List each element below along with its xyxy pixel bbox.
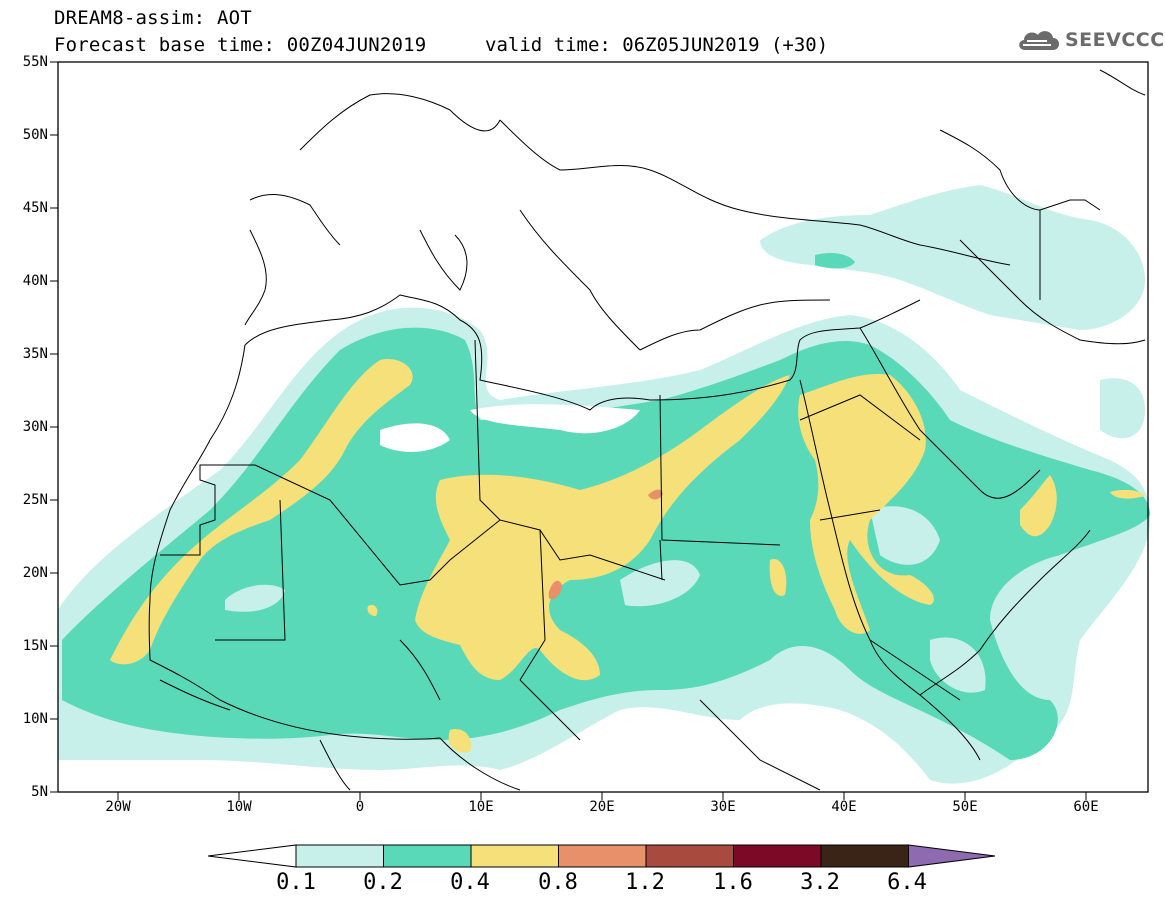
legend-label: 0.1 (276, 870, 316, 895)
lon-label: 10E (468, 799, 494, 815)
lat-label: 50N (22, 127, 48, 143)
logo-text: SEEVCCC (1065, 29, 1165, 51)
lat-label: 5N (31, 784, 48, 800)
lat-label: 55N (22, 54, 48, 70)
coastlines-borders (148, 69, 1146, 791)
lon-label: 50E (952, 799, 978, 815)
seevccc-logo: SEEVCCC (1015, 24, 1164, 58)
aot-band-0.8 (548, 489, 663, 600)
lat-label: 10N (22, 711, 48, 727)
lat-label: 15N (22, 638, 48, 654)
aot-gaps (380, 404, 640, 452)
lat-label: 40N (22, 273, 48, 289)
map-title: DREAM8-assim: AOT (54, 7, 252, 29)
legend-label: 6.4 (887, 870, 927, 895)
valid-time: valid time: 06Z05JUN2019 (+30) (485, 34, 829, 56)
legend-label: 0.4 (450, 870, 490, 895)
lat-label: 25N (22, 492, 48, 508)
lon-label: 20W (105, 799, 131, 815)
lon-label: 0 (355, 799, 365, 815)
lat-label: 20N (22, 565, 48, 581)
lat-label: 30N (22, 419, 48, 435)
lon-label: 40E (831, 799, 857, 815)
legend-label: 0.2 (363, 870, 403, 895)
legend-label: 0.8 (538, 870, 578, 895)
aot-band-0.4 (110, 359, 1145, 753)
cloud-icon (1019, 31, 1059, 50)
legend-label: 1.6 (713, 870, 753, 895)
legend-label: 1.2 (625, 870, 665, 895)
lon-label: 20E (589, 799, 615, 815)
lon-label: 60E (1073, 799, 1099, 815)
legend-label: 3.2 (800, 870, 840, 895)
lon-label: 30E (710, 799, 736, 815)
lon-label: 10W (226, 799, 252, 815)
lat-label: 35N (22, 346, 48, 362)
forecast-base-time: Forecast base time: 00Z04JUN2019 (54, 34, 427, 56)
lat-label: 45N (22, 200, 48, 216)
axis-ticks (50, 61, 1087, 800)
